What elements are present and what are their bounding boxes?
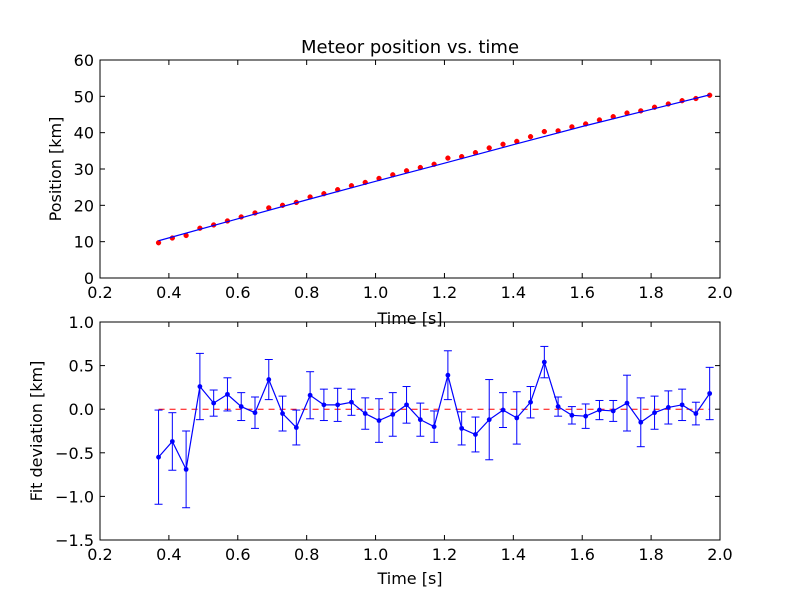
deviation-point xyxy=(707,391,713,396)
deviation-y-axis-label: Fit deviation [km] xyxy=(27,361,46,502)
deviation-point xyxy=(473,432,478,437)
position-x-tick-label: 1.4 xyxy=(501,283,526,302)
chart-title: Meteor position vs. time xyxy=(301,37,519,58)
deviation-point xyxy=(252,410,258,416)
deviation-point xyxy=(238,404,244,409)
position-y-tick-label: 0 xyxy=(84,269,94,288)
deviation-point xyxy=(514,415,520,421)
position-y-axis-label: Position [km] xyxy=(46,117,65,222)
deviation-plot-frame xyxy=(99,321,721,541)
position-data-point xyxy=(486,145,492,151)
position-x-axis-label: Time [s] xyxy=(376,309,442,328)
fit-line xyxy=(158,94,710,242)
deviation-point xyxy=(459,425,465,431)
deviation-point xyxy=(156,454,161,460)
deviation-point xyxy=(445,372,451,378)
deviation-point xyxy=(597,407,602,413)
position-y-tick-label: 50 xyxy=(74,87,94,106)
deviation-point xyxy=(169,439,175,444)
deviation-x-tick-label: 1.2 xyxy=(432,545,457,564)
deviation-x-tick-label: 0.8 xyxy=(294,545,319,564)
deviation-point xyxy=(404,402,409,408)
deviation-point xyxy=(390,412,396,417)
deviation-x-tick-label: 0.2 xyxy=(87,545,112,564)
position-data-point xyxy=(155,240,162,246)
position-plot-marks xyxy=(155,92,713,246)
deviation-x-tick-label: 0.4 xyxy=(156,545,181,564)
position-x-tick-label: 1.8 xyxy=(638,283,663,302)
deviation-y-tick-label: 0.0 xyxy=(69,400,94,419)
deviation-point xyxy=(321,402,327,408)
position-x-tick-label: 0.4 xyxy=(156,283,181,302)
deviation-point xyxy=(528,399,533,405)
position-x-tick-label: 1.2 xyxy=(432,283,457,302)
deviation-point xyxy=(679,402,685,408)
deviation-point xyxy=(431,424,437,430)
deviation-x-tick-label: 1.4 xyxy=(501,545,526,564)
deviation-point xyxy=(183,466,189,472)
deviation-point xyxy=(693,411,699,416)
deviation-point xyxy=(307,392,313,398)
position-plot: Meteor position vs. time 0.2 0.4 0.6 0.8 1.0… xyxy=(46,37,733,328)
deviation-x-tick-label: 1.6 xyxy=(569,545,594,564)
deviation-x-tick-label: 0.6 xyxy=(225,545,250,564)
position-x-tick-label: 1.0 xyxy=(363,283,388,302)
position-x-tick-label: 0.8 xyxy=(294,283,319,302)
position-data-point xyxy=(445,155,451,161)
deviation-point xyxy=(362,411,368,416)
position-data-point xyxy=(500,141,506,147)
position-y-tick-label: 30 xyxy=(74,160,94,179)
deviation-point xyxy=(335,402,341,408)
deviation-point xyxy=(293,425,299,430)
deviation-plot-marks xyxy=(154,345,714,509)
deviation-y-tick-label: −0.5 xyxy=(55,444,94,463)
position-data-point xyxy=(527,134,534,140)
deviation-plot: 0.2 0.4 0.6 0.8 1.0 1.2 1.4 1.6 1.8 2.0 −1.5 −1.0 −0… xyxy=(27,313,733,588)
position-data-point xyxy=(541,128,547,135)
deviation-point xyxy=(638,419,644,425)
position-x-tick-label: 0.2 xyxy=(87,283,112,302)
deviation-point xyxy=(280,411,285,416)
deviation-point xyxy=(349,399,354,405)
deviation-x-tick-label: 1.8 xyxy=(638,545,663,564)
position-x-tick-label: 0.6 xyxy=(225,283,250,302)
deviation-point xyxy=(417,417,423,423)
deviation-plot-ticks: 0.2 0.4 0.6 0.8 1.0 1.2 1.4 1.6 1.8 2.0 −1.5 −1.0 −0… xyxy=(55,313,733,564)
position-x-tick-label: 2.0 xyxy=(707,283,732,302)
deviation-point xyxy=(500,407,506,413)
deviation-point xyxy=(569,412,575,418)
position-y-tick-label: 40 xyxy=(74,124,94,143)
deviation-point xyxy=(197,384,203,389)
deviation-y-tick-label: −1.0 xyxy=(55,487,94,506)
deviation-y-tick-label: 1.0 xyxy=(69,313,94,332)
position-x-tick-label: 1.6 xyxy=(569,283,594,302)
deviation-x-tick-label: 2.0 xyxy=(707,545,732,564)
deviation-point xyxy=(624,400,630,406)
deviation-point xyxy=(211,400,217,406)
deviation-point xyxy=(486,417,492,423)
deviation-point xyxy=(610,408,616,414)
deviation-point xyxy=(665,405,671,410)
deviation-y-tick-label: 0.5 xyxy=(69,357,94,376)
deviation-point xyxy=(541,359,547,365)
position-plot-ticks: 0.2 0.4 0.6 0.8 1.0 1.2 1.4 1.6 1.8 2.0 0 10 20 30 40 5… xyxy=(74,51,733,302)
deviation-x-axis-label: Time [s] xyxy=(376,569,442,588)
deviation-point xyxy=(376,418,382,423)
deviation-point xyxy=(555,404,561,409)
position-y-tick-label: 60 xyxy=(74,51,94,70)
position-y-tick-label: 10 xyxy=(74,233,94,252)
deviation-point xyxy=(266,377,272,382)
position-y-tick-label: 20 xyxy=(74,196,94,215)
deviation-point xyxy=(652,410,657,416)
deviation-point xyxy=(583,413,589,419)
deviation-y-tick-label: −1.5 xyxy=(55,531,94,550)
deviation-point xyxy=(225,391,230,397)
deviation-x-tick-label: 1.0 xyxy=(363,545,388,564)
